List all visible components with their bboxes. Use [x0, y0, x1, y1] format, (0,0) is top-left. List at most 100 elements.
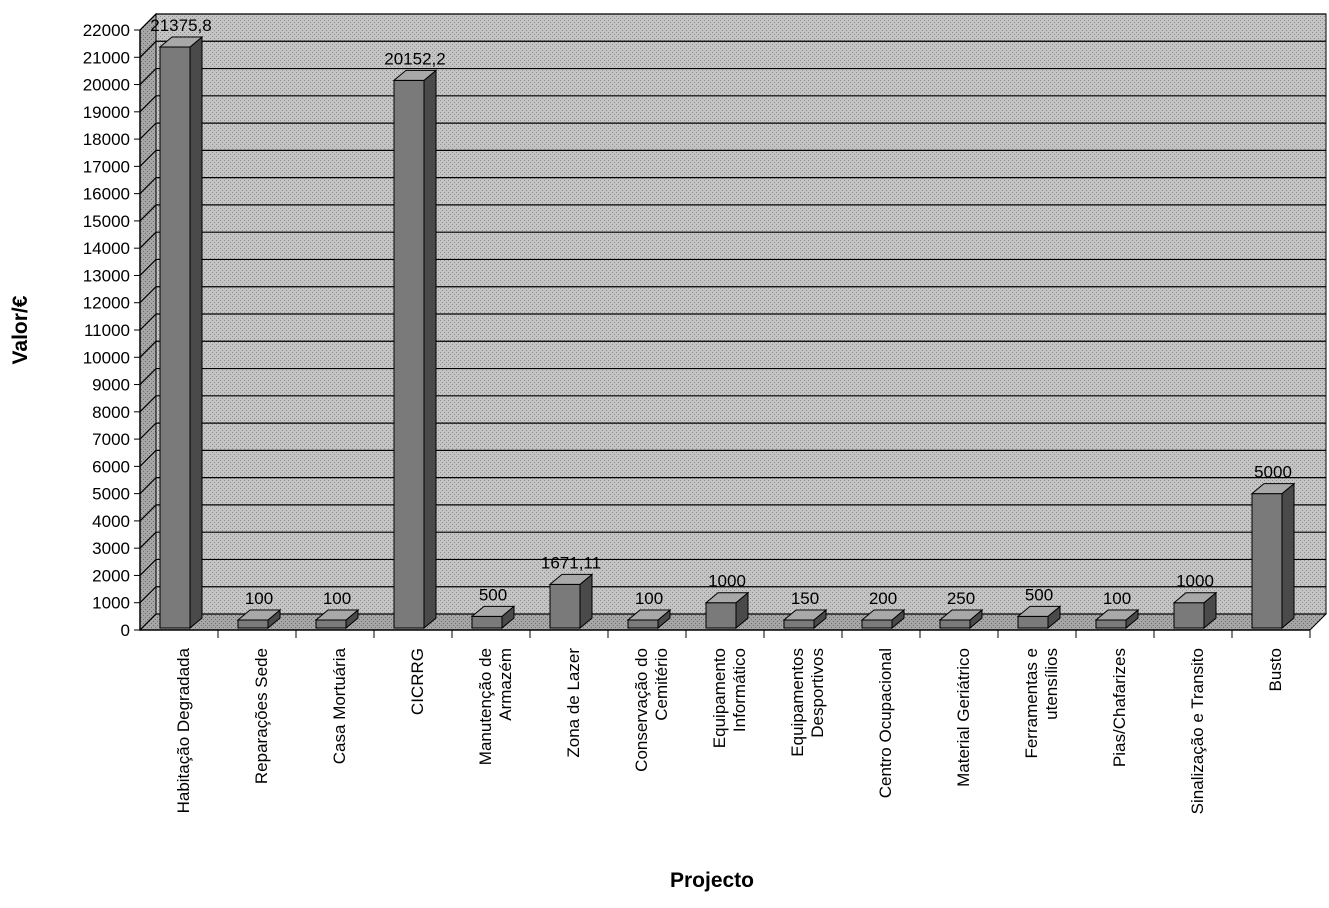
- gridline: [139, 395, 1326, 413]
- gridline: [139, 95, 1326, 113]
- x-category-label: Reparações Sede: [252, 648, 271, 784]
- y-tick-label: 22000: [83, 21, 130, 40]
- x-category-label: Manutenção de: [476, 648, 495, 765]
- x-category-label: Centro Ocupacional: [876, 648, 895, 798]
- bar-top-11: [938, 609, 984, 621]
- gridline: [139, 449, 1326, 467]
- gridline: [139, 477, 1326, 495]
- gridline: [139, 340, 1326, 358]
- x-category-label: Armazém: [496, 648, 515, 721]
- y-tick-label: 5000: [92, 485, 130, 504]
- y-tick-label: 12000: [83, 294, 130, 313]
- bar-top-2: [236, 609, 282, 621]
- data-label: 100: [245, 589, 273, 608]
- bar-side-1: [189, 35, 203, 630]
- bar-top-12: [1016, 605, 1062, 617]
- y-tick-label: 6000: [92, 457, 130, 476]
- bar-side-15: [1281, 482, 1295, 630]
- gridline: [139, 531, 1326, 549]
- x-category-label: Desportivos: [808, 648, 827, 738]
- x-category-label: Habitação Degradada: [174, 647, 193, 813]
- y-axis-title: Valor/€: [9, 295, 32, 364]
- gridline: [139, 367, 1326, 385]
- x-category-label: Material Geriátrico: [954, 648, 973, 787]
- data-label: 250: [947, 589, 975, 608]
- bar-top-3: [314, 609, 360, 621]
- gridline: [139, 504, 1326, 522]
- gridline: [139, 67, 1326, 85]
- bar-top-6: [548, 573, 594, 585]
- data-label: 500: [479, 585, 507, 604]
- data-label: 100: [1103, 589, 1131, 608]
- bar-2: [237, 619, 269, 629]
- gridline: [139, 558, 1326, 576]
- bar-8: [705, 602, 737, 629]
- x-category-label: Cemitério: [652, 648, 671, 721]
- data-label: 1000: [708, 572, 746, 591]
- gridline: [139, 422, 1326, 440]
- y-tick-label: 9000: [92, 376, 130, 395]
- y-tick-label: 13000: [83, 266, 130, 285]
- x-category-label: Conservação do: [632, 648, 651, 772]
- gridline: [139, 204, 1326, 222]
- bar-1: [159, 46, 191, 629]
- bar-top-9: [782, 609, 828, 621]
- data-label: 150: [791, 589, 819, 608]
- data-label: 5000: [1254, 463, 1292, 482]
- gridline: [139, 149, 1326, 167]
- data-label: 1000: [1176, 572, 1214, 591]
- bar-14: [1173, 602, 1205, 629]
- bar-top-1: [158, 36, 204, 48]
- bar-9: [783, 619, 815, 629]
- y-tick-label: 20000: [83, 76, 130, 95]
- x-category-label: Sinalização e Transito: [1188, 648, 1207, 814]
- x-category-label: Equipamentos: [788, 648, 807, 757]
- bar-6: [549, 583, 581, 629]
- bar-top-14: [1172, 592, 1218, 604]
- y-tick-label: 7000: [92, 430, 130, 449]
- bar-12: [1017, 615, 1049, 629]
- gridline: [139, 122, 1326, 140]
- x-axis-title: Projecto: [670, 869, 754, 892]
- x-category-label: Equipamento: [710, 648, 729, 748]
- bar-top-13: [1094, 609, 1140, 621]
- data-label: 100: [323, 589, 351, 608]
- y-tick-label: 1000: [92, 594, 130, 613]
- bar-top-10: [860, 609, 906, 621]
- y-tick-label: 2000: [92, 566, 130, 585]
- x-category-label: Ferramentas e: [1022, 648, 1041, 759]
- gridline: [139, 313, 1326, 331]
- x-category-label: utensílios: [1042, 648, 1061, 720]
- bar-top-7: [626, 609, 672, 621]
- y-tick-label: 21000: [83, 48, 130, 67]
- x-category-label: Casa Mortuária: [330, 647, 349, 764]
- bar-7: [627, 619, 659, 629]
- bar-3: [315, 619, 347, 629]
- bar-11: [939, 619, 971, 629]
- data-label: 100: [635, 589, 663, 608]
- bar-top-8: [704, 592, 750, 604]
- data-label: 20152,2: [384, 49, 445, 68]
- y-tick-label: 4000: [92, 512, 130, 531]
- y-tick-label: 8000: [92, 403, 130, 422]
- y-tick-label: 16000: [83, 185, 130, 204]
- gridline: [139, 586, 1326, 604]
- data-label: 1671,11: [541, 553, 601, 572]
- x-category-label: Pias/Chafarizes: [1110, 648, 1129, 767]
- bar-13: [1095, 619, 1127, 629]
- gridline: [139, 286, 1326, 304]
- y-tick-label: 3000: [92, 539, 130, 558]
- bar-top-15: [1250, 483, 1296, 495]
- gridline: [139, 40, 1326, 58]
- y-tick-label: 15000: [83, 212, 130, 231]
- x-category-label: CICRRG: [408, 648, 427, 715]
- y-tick-label: 19000: [83, 103, 130, 122]
- bar-top-4: [392, 69, 438, 81]
- bar-10: [861, 619, 893, 629]
- x-category-label: Informático: [730, 648, 749, 732]
- x-category-label: Zona de Lazer: [564, 648, 583, 758]
- gridline: [139, 13, 1326, 31]
- x-category-label: Busto: [1266, 648, 1285, 691]
- data-label: 21375,8: [150, 16, 211, 35]
- y-tick-label: 17000: [83, 157, 130, 176]
